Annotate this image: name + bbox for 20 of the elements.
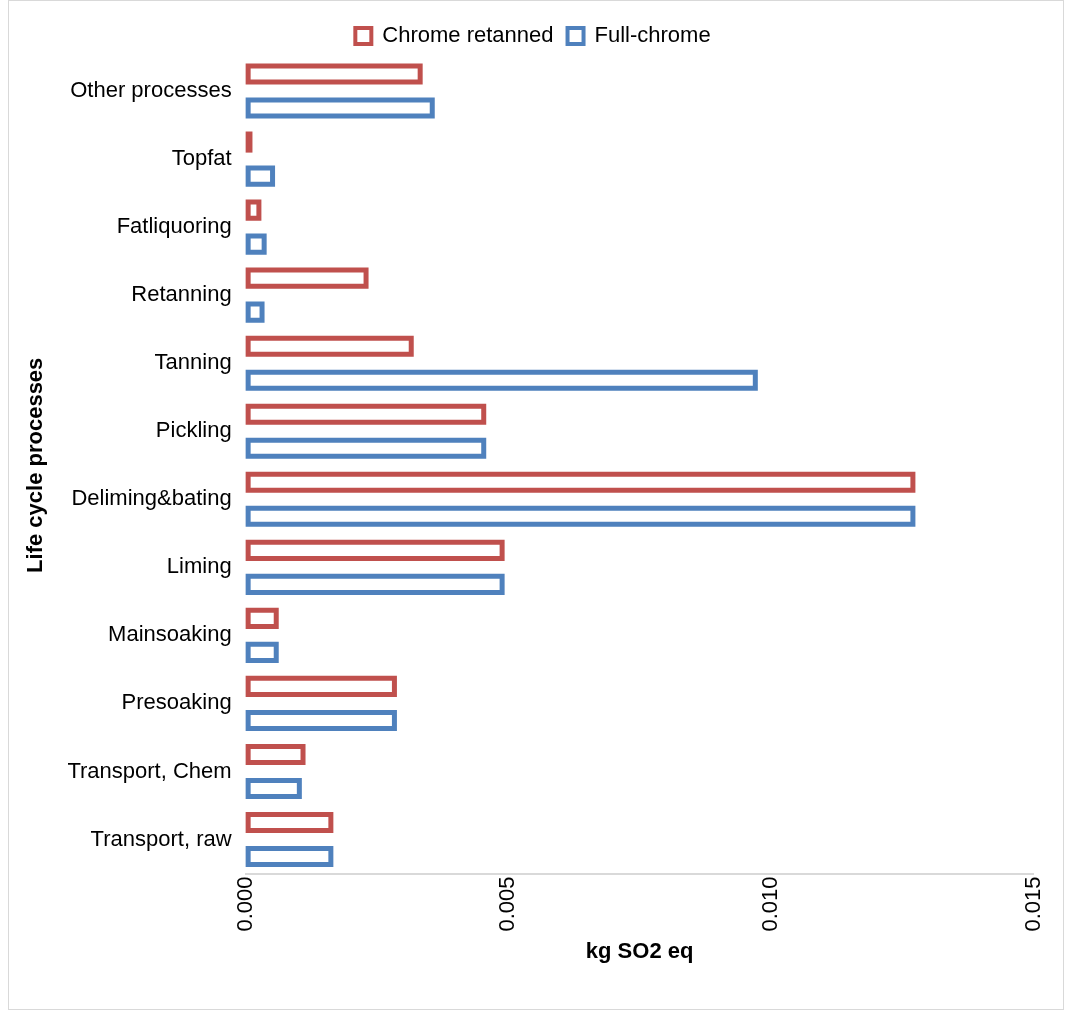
x-tick-label: 0.015 (1019, 876, 1045, 932)
y-tick-label: Fatliquoring (116, 213, 232, 239)
x-tick-label: 0.000 (231, 876, 257, 932)
y-tick-label: Topfat (171, 145, 232, 171)
x-tick-label: 0.010 (757, 876, 783, 932)
y-tick-label: Pickling (155, 417, 232, 443)
y-tick-label: Mainsoaking (108, 621, 232, 647)
legend-label: Full-chrome (594, 22, 711, 48)
legend-label: Chrome retanned (382, 22, 554, 48)
x-tick-label: 0.005 (494, 876, 520, 932)
y-tick-label: Transport, raw (90, 825, 232, 851)
y-tick-label: Deliming&bating (71, 485, 232, 511)
y-tick-label: Retanning (131, 281, 232, 307)
y-tick-label: Presoaking (121, 689, 232, 715)
y-tick-label: Other processes (70, 77, 232, 103)
y-tick-label: Liming (166, 553, 232, 579)
y-axis-title: Life cycle processes (22, 357, 48, 573)
x-axis-title: kg SO2 eq (585, 937, 694, 963)
y-tick-label: Tanning (154, 349, 232, 375)
y-tick-label: Transport, Chem (67, 757, 232, 783)
